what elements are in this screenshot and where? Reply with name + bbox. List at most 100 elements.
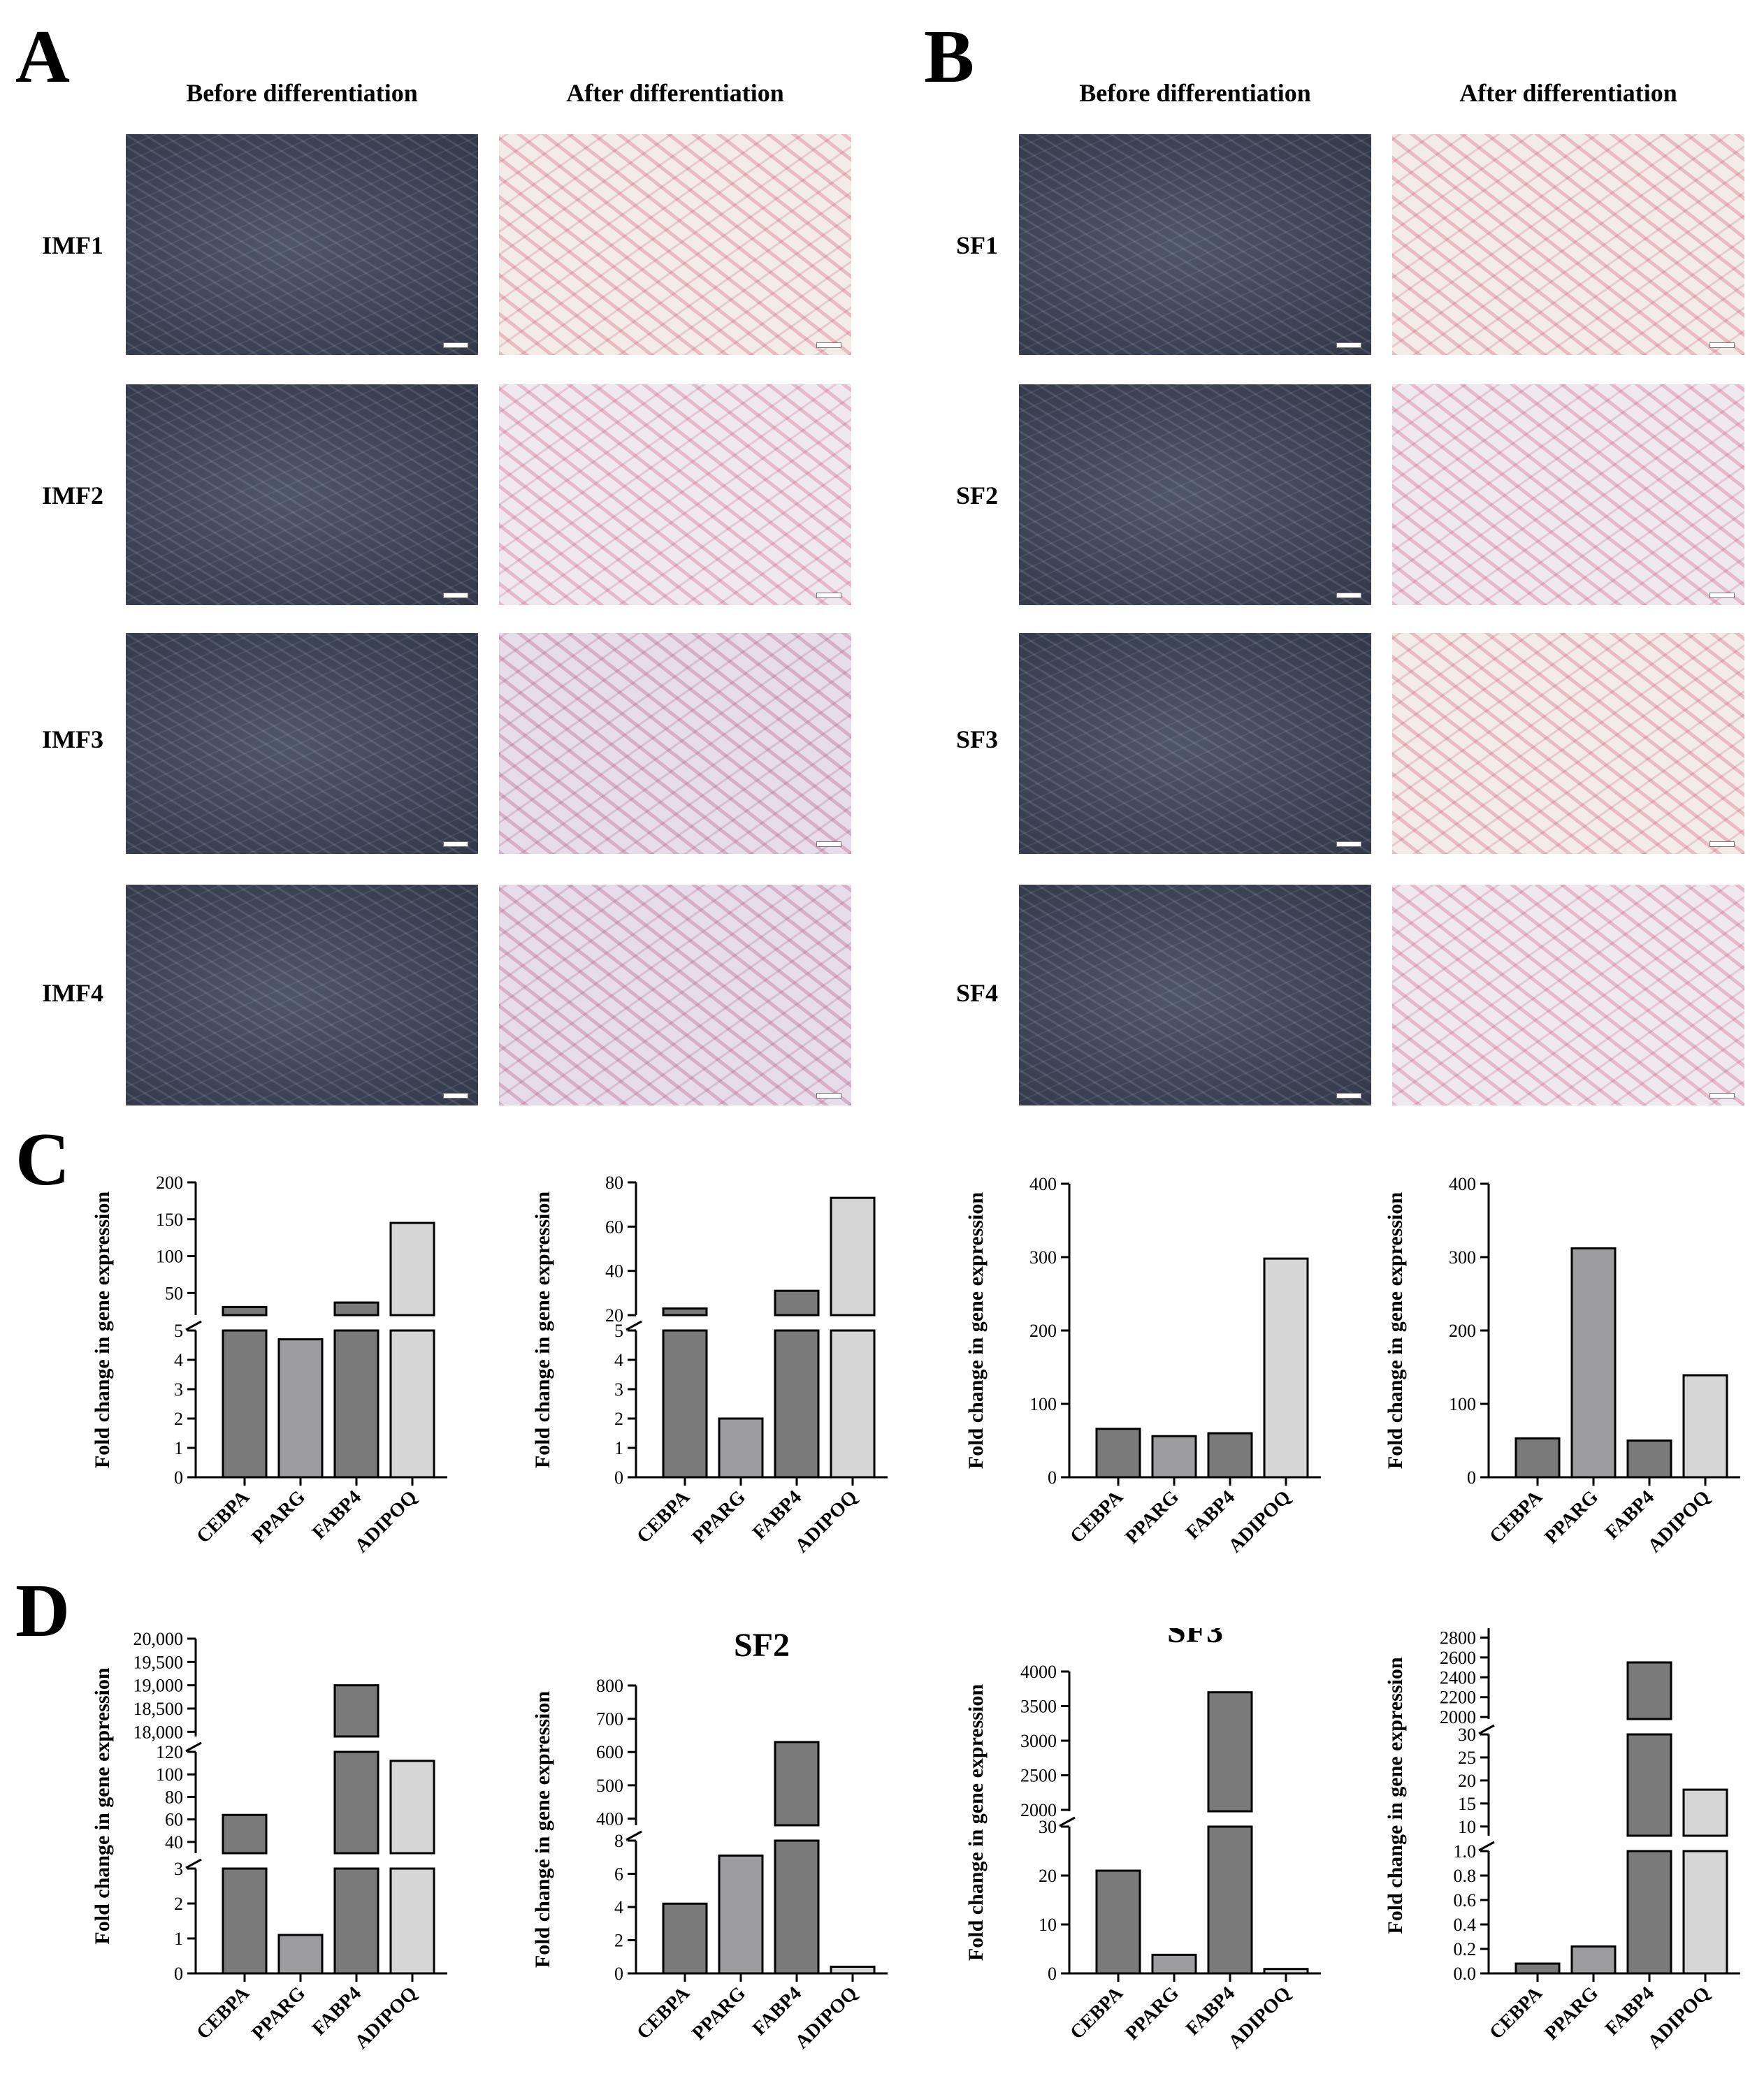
- y-tick-label: 4: [614, 1350, 623, 1370]
- y-axis-label: Fold change in gene expression: [531, 1191, 554, 1468]
- bar-cebpa: [1095, 1869, 1141, 1975]
- y-tick-label: 2: [614, 1409, 623, 1429]
- x-tick-label: PPARG: [688, 1982, 750, 2045]
- sf2-after-micrograph: [1392, 384, 1744, 605]
- x-tick-label: PPARG: [1540, 1486, 1603, 1549]
- y-tick-label: 0: [614, 1467, 623, 1488]
- y-tick-label: 20: [1039, 1866, 1057, 1886]
- x-tick-label: ADIPOQ: [1224, 1982, 1295, 2053]
- y-tick-label: 1: [174, 1929, 183, 1949]
- bar-fabp4: [1207, 1691, 1253, 1813]
- y-tick-label: 150: [156, 1210, 183, 1230]
- y-tick-label: 600: [596, 1742, 623, 1762]
- y-tick-label: 0: [174, 1964, 183, 1984]
- x-tick-label: PPARG: [1121, 1982, 1183, 2045]
- axis-break-mark: [1478, 1841, 1495, 1852]
- y-axis-label: Fold change in gene expression: [91, 1667, 114, 1944]
- panel-label-c: C: [15, 1118, 70, 1201]
- y-tick-label: 4: [614, 1897, 623, 1917]
- y-tick-label: 2: [174, 1409, 183, 1429]
- scale-bar: [443, 593, 468, 598]
- x-tick-label: CEBPA: [1485, 1982, 1547, 2043]
- bar-fabp4: [1626, 1733, 1672, 1837]
- bar-fabp4: [1207, 1432, 1253, 1479]
- bar-adipoq: [830, 1196, 876, 1317]
- bar-adipoq: [1682, 1374, 1728, 1479]
- bar-fabp4: [774, 1289, 820, 1317]
- y-tick-label: 100: [156, 1764, 183, 1785]
- scale-bar: [816, 342, 841, 348]
- panel-label-a: A: [15, 15, 70, 99]
- y-tick-label: 80: [605, 1174, 623, 1193]
- x-tick-label: ADIPOQ: [1644, 1982, 1714, 2053]
- chart-imf1: IMF1Fold change in gene expression012345…: [77, 1174, 468, 1579]
- y-tick-label: 2800: [1440, 1628, 1476, 1648]
- bar-adipoq: [1263, 1968, 1309, 1975]
- bar-fabp4: [333, 1329, 379, 1479]
- bar-adipoq: [389, 1329, 435, 1479]
- bar-adipoq: [389, 1760, 435, 1855]
- scale-bar: [1336, 1093, 1361, 1098]
- x-tick-label: PPARG: [1121, 1486, 1183, 1549]
- before-differentiation-heading-a: Before differentiation: [186, 79, 418, 107]
- y-axis-label: Fold change in gene expression: [964, 1684, 988, 1961]
- bar-fabp4: [333, 1301, 379, 1317]
- after-differentiation-heading-a: After differentiation: [566, 79, 784, 107]
- chart-sf3: SF3 Fold change in gene expression 0 10 20 30…: [950, 1628, 1342, 2075]
- bar-pparg: [1570, 1247, 1617, 1479]
- axis-break-mark: [185, 1320, 202, 1331]
- y-tick-label: 500: [596, 1776, 623, 1796]
- axis-break-mark: [185, 1741, 202, 1753]
- panel-label-d: D: [15, 1569, 70, 1653]
- y-tick-label: 4000: [1020, 1662, 1057, 1682]
- bar-cebpa: [662, 1307, 708, 1317]
- y-tick-label: 4: [174, 1350, 183, 1370]
- before-differentiation-heading-b: Before differentiation: [1079, 79, 1311, 107]
- sf4-after-micrograph: [1392, 885, 1744, 1105]
- imf4-after-micrograph: [499, 885, 851, 1105]
- bar-fabp4: [774, 1839, 820, 1975]
- x-tick-label: ADIPOQ: [791, 1486, 862, 1557]
- sf1-before-micrograph: [1019, 134, 1371, 355]
- bar-pparg: [1570, 1945, 1617, 1975]
- bar-cebpa: [222, 1329, 268, 1479]
- x-tick-label: CEBPA: [192, 1982, 254, 2043]
- y-tick-label: 3: [174, 1379, 183, 1400]
- y-tick-label: 1.0: [1454, 1841, 1477, 1862]
- y-tick-label: 18,000: [133, 1722, 184, 1742]
- bar-fabp4: [333, 1867, 379, 1975]
- row-label-sf3: SF3: [956, 725, 999, 753]
- axis-break-mark: [1478, 1724, 1495, 1735]
- bar-cebpa: [662, 1902, 708, 1975]
- row-label-imf2: IMF2: [42, 481, 103, 509]
- y-tick-label: 2500: [1020, 1766, 1057, 1786]
- bar-cebpa: [662, 1329, 708, 1479]
- imf3-before-micrograph: [126, 633, 478, 854]
- y-tick-label: 40: [605, 1261, 623, 1282]
- y-tick-label: 80: [165, 1787, 183, 1807]
- bar-pparg: [1151, 1953, 1197, 1975]
- bar-fabp4: [333, 1750, 379, 1855]
- imf2-after-micrograph: [499, 384, 851, 605]
- y-axis-label: Fold change in gene expression: [964, 1192, 988, 1469]
- y-tick-label: 10: [1039, 1915, 1057, 1935]
- bar-fabp4: [1207, 1825, 1253, 1975]
- panel-label-b: B: [924, 15, 975, 99]
- sf3-before-micrograph: [1019, 633, 1371, 854]
- x-tick-label: PPARG: [688, 1486, 750, 1549]
- x-tick-label: CEBPA: [632, 1486, 694, 1547]
- axis-break-mark: [1059, 1816, 1076, 1827]
- x-tick-label: ADIPOQ: [1224, 1486, 1295, 1557]
- imf3-after-micrograph: [499, 633, 851, 854]
- bar-pparg: [718, 1417, 764, 1479]
- y-axis-label: Fold change in gene expression: [1384, 1192, 1407, 1469]
- axis-break-mark: [185, 1858, 202, 1869]
- y-tick-label: 120: [156, 1742, 183, 1762]
- y-tick-label: 30: [1039, 1817, 1057, 1837]
- bar-adipoq: [1682, 1850, 1728, 1975]
- x-tick-label: CEBPA: [1066, 1982, 1127, 2043]
- chart-sf1: Fold change in gene expression 0 1 2 3 40 60 80…: [77, 1628, 468, 2075]
- bar-pparg: [277, 1338, 324, 1479]
- y-tick-label: 400: [1029, 1174, 1057, 1194]
- y-tick-label: 400: [596, 1808, 623, 1829]
